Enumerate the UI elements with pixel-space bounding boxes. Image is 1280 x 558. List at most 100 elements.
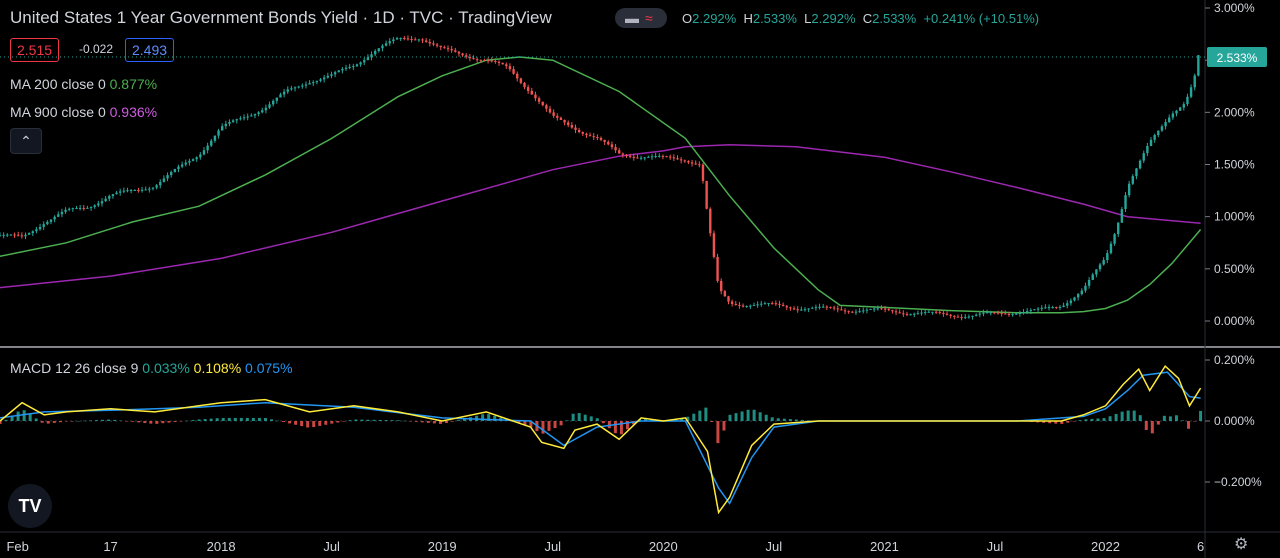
gear-icon[interactable]: ⚙ (1234, 536, 1249, 553)
ma900-line (0, 143, 1201, 289)
macd-histogram-bar (143, 421, 147, 424)
time-axis-label: Jul (323, 539, 340, 554)
ma200-value: 0.877% (109, 76, 158, 92)
price-candle (475, 59, 479, 61)
macd-histogram-bar (0, 421, 2, 425)
price-candle (698, 164, 701, 166)
price-candle (1018, 313, 1022, 315)
price-candle (803, 309, 807, 311)
macd-histogram-bar (1120, 411, 1124, 421)
price-candle (730, 301, 734, 304)
ma200-legend[interactable]: MA 200 close 0 0.877% (10, 76, 157, 92)
price-candle (687, 161, 690, 163)
price-candle (577, 129, 581, 133)
price-candle (9, 234, 13, 236)
price-candle (235, 119, 238, 121)
price-candle (898, 312, 901, 314)
price-candle (253, 114, 257, 116)
macd-histogram-bar (125, 421, 129, 422)
macd-histogram-bar (1108, 416, 1112, 421)
macd-histogram-bar (1138, 415, 1142, 421)
ohlc-high: 2.533% (752, 11, 797, 26)
macd-histogram-bar (650, 419, 654, 421)
macd-histogram-bar (1180, 420, 1184, 421)
price-candle (548, 108, 552, 113)
macd-histogram-bar (457, 420, 461, 421)
macd-histogram-bar (203, 419, 207, 421)
ohlc-low-key: L (804, 11, 812, 26)
price-candle (370, 54, 373, 58)
buy-button[interactable]: 2.493 (125, 38, 175, 62)
chart-type-toggle[interactable]: ▬ ≈ (615, 8, 667, 28)
price-candle (403, 37, 406, 39)
collapse-legend-button[interactable]: ⌃ (10, 128, 42, 154)
price-candle (421, 39, 424, 41)
ma900-legend[interactable]: MA 900 close 0 0.936% (10, 104, 157, 120)
price-candle (1033, 309, 1036, 311)
macd-histogram-bar (1096, 418, 1100, 421)
macd-histogram-bar (88, 420, 92, 421)
price-candle (264, 107, 268, 111)
price-candle (683, 160, 686, 162)
price-candle (180, 164, 184, 167)
price-candle (1178, 107, 1182, 111)
price-candle (472, 58, 475, 60)
price-candle (483, 60, 486, 62)
price-candle (720, 280, 723, 292)
price-candle (763, 303, 767, 305)
price-candle (512, 69, 515, 74)
macd-histogram-bar (70, 421, 74, 422)
macd-histogram-bar (1090, 418, 1094, 421)
price-candle (1160, 126, 1164, 131)
price-candle (126, 190, 129, 192)
macd-histogram-bar (1084, 419, 1088, 421)
price-candle (184, 162, 187, 165)
macd-histogram-bar (800, 419, 804, 421)
macd-histogram-bar (674, 419, 678, 421)
macd-histogram-bar (324, 421, 328, 425)
price-candle (1047, 307, 1051, 309)
price-candle (424, 40, 428, 43)
price-candle (381, 45, 384, 49)
price-candle (395, 38, 399, 40)
macd-histogram-bar (402, 420, 406, 422)
price-candle (519, 78, 523, 83)
price-candle (545, 105, 548, 109)
price-candle (82, 207, 85, 209)
price-candle (46, 221, 49, 225)
spread-value: -0.022 (79, 42, 114, 56)
price-candle (468, 56, 472, 59)
price-candle (618, 150, 621, 154)
macd-histogram-bar (625, 421, 629, 430)
price-candle (169, 171, 173, 176)
time-axis-label: Jul (766, 539, 783, 554)
macd-legend[interactable]: MACD 12 26 close 9 0.033% 0.108% 0.075% (10, 360, 293, 376)
price-candle (439, 45, 442, 48)
price-candle (257, 112, 260, 115)
time-axis-label: 2019 (428, 539, 457, 554)
sell-button[interactable]: 2.515 (10, 38, 60, 62)
price-candle (934, 311, 938, 313)
macd-histogram-bar (40, 421, 44, 423)
macd-histogram-bar (179, 421, 183, 422)
price-candle (749, 305, 752, 307)
price-candle (1073, 297, 1076, 301)
price-candle (49, 219, 53, 222)
chart-title: United States 1 Year Government Bonds Yi… (10, 8, 552, 27)
macd-histogram-bar (1078, 420, 1082, 421)
price-candle (654, 155, 657, 157)
price-candle (319, 79, 322, 81)
price-candle (1189, 87, 1193, 97)
price-candle (162, 178, 166, 182)
price-candle (1197, 55, 1200, 76)
macd-histogram-bar (330, 421, 334, 424)
macd-histogram-bar (589, 416, 593, 421)
price-candle (709, 208, 712, 234)
price-candle (669, 156, 672, 158)
price-candle (308, 83, 311, 85)
macd-line (0, 364, 1202, 515)
time-axis-label: Jul (544, 539, 561, 554)
tradingview-logo[interactable]: TV (8, 484, 52, 528)
price-candle (1106, 253, 1109, 260)
